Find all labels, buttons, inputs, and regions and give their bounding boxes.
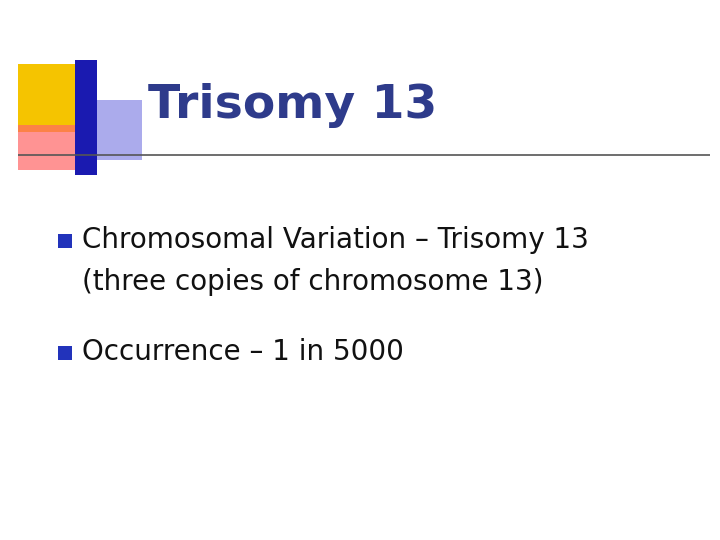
Text: Trisomy 13: Trisomy 13 (148, 84, 437, 129)
Bar (18, 125, 78, 170)
Bar (18, 64, 86, 132)
Text: (three copies of chromosome 13): (three copies of chromosome 13) (82, 268, 544, 296)
Text: Occurrence – 1 in 5000: Occurrence – 1 in 5000 (82, 338, 404, 366)
Bar (97, 100, 142, 160)
Bar (58, 234, 72, 248)
Bar (75, 60, 97, 175)
Text: Chromosomal Variation – Trisomy 13: Chromosomal Variation – Trisomy 13 (82, 226, 589, 254)
Bar (58, 346, 72, 360)
